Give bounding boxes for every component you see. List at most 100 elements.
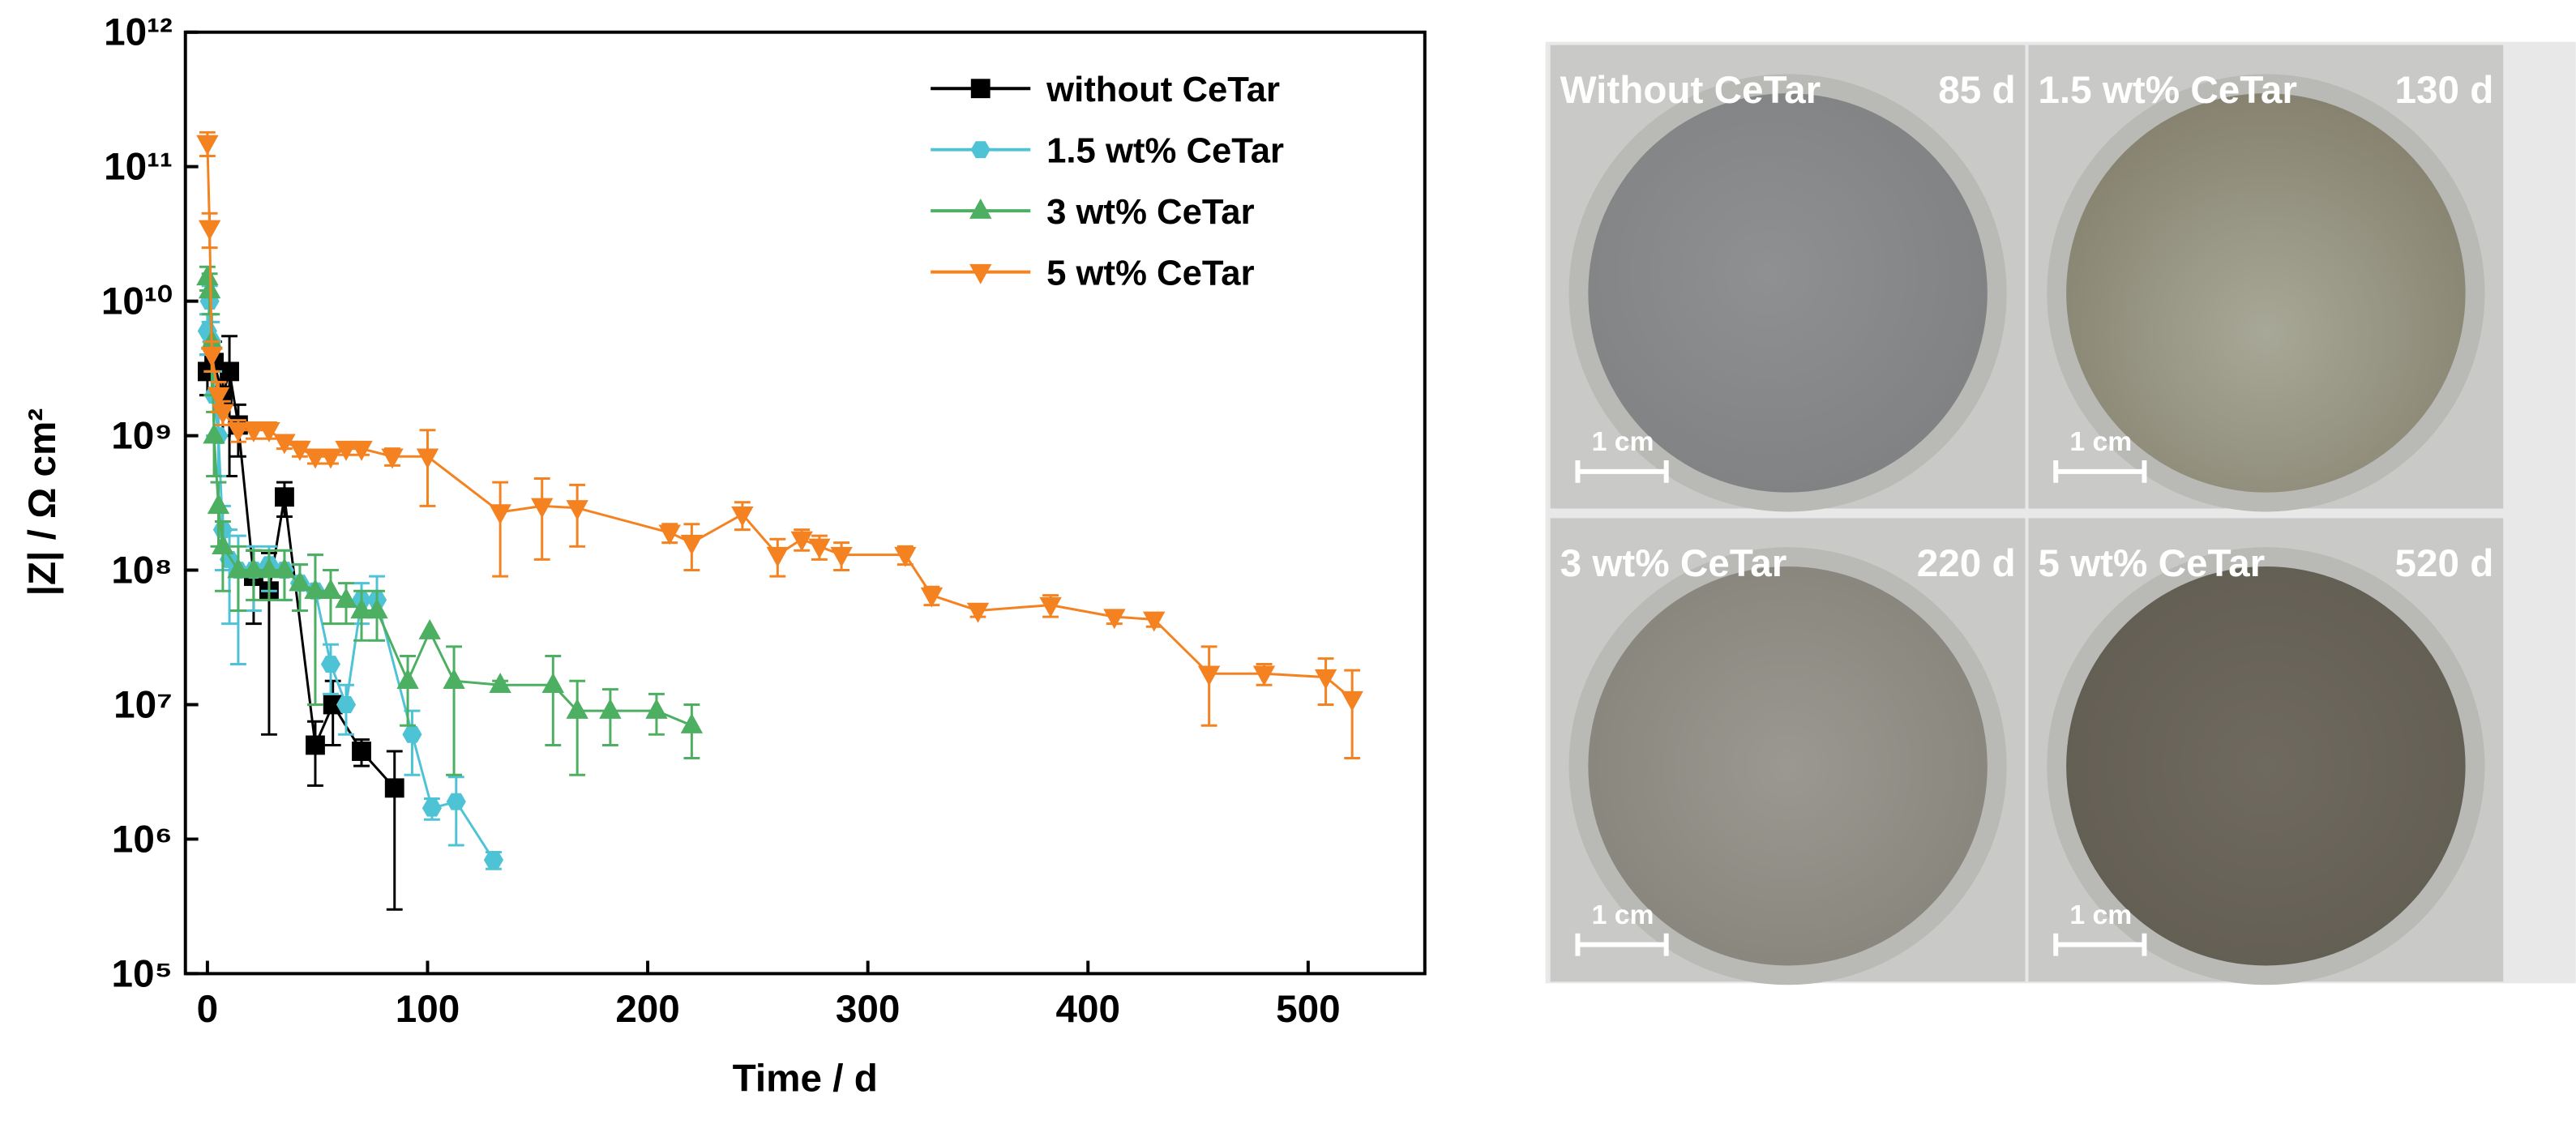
marker: [541, 673, 564, 693]
marker: [1341, 690, 1363, 712]
error-bar: [1344, 669, 1361, 760]
legend-label: 3 wt% CeTar: [1046, 192, 1254, 232]
sample-coating: [1588, 566, 1988, 966]
marker: [304, 579, 327, 599]
y-tick-label: 10⁷: [113, 683, 173, 726]
error-bar: [545, 654, 562, 746]
marker: [196, 265, 219, 286]
marker: [352, 742, 371, 761]
marker: [335, 588, 357, 609]
photo-label: 5 wt% CeTar: [2038, 542, 2265, 585]
marker: [1252, 665, 1276, 686]
marker: [320, 656, 341, 673]
marker: [1314, 669, 1337, 690]
x-tick-label: 400: [1056, 988, 1120, 1031]
marker: [680, 534, 704, 555]
scale-bar: [1575, 460, 1669, 483]
marker: [335, 440, 357, 461]
marker: [658, 524, 681, 545]
x-axis-label: Time / d: [733, 1057, 878, 1100]
legend: without CeTar 1.5 wt% CeTar 3 wt% CeTar 5 w…: [931, 70, 1284, 293]
marker: [443, 669, 465, 690]
x-tick-label: 0: [197, 988, 219, 1031]
y-tick-label: 10⁸: [111, 549, 173, 592]
sample-coating: [2066, 566, 2466, 966]
marker: [421, 799, 442, 817]
x-tick-label: 100: [396, 988, 460, 1031]
sample-coating: [1588, 93, 1988, 493]
scale-bar: [2053, 460, 2147, 483]
photo-label: Without CeTar: [1560, 69, 1821, 112]
marker: [275, 487, 294, 507]
marker: [350, 440, 373, 461]
marker: [220, 361, 239, 382]
sample-coating: [2066, 93, 2466, 493]
marker: [207, 494, 230, 515]
error-bar: [307, 554, 323, 706]
marker: [306, 735, 325, 755]
marker: [1039, 596, 1062, 618]
legend-label: 5 wt% CeTar: [1046, 253, 1254, 293]
marker: [402, 725, 422, 743]
marker: [531, 498, 554, 519]
marker: [1143, 611, 1166, 632]
scale-label: 1 cm: [1592, 900, 1654, 930]
marker: [489, 504, 511, 525]
marker: [969, 263, 992, 284]
marker: [970, 79, 991, 99]
marker: [680, 713, 704, 733]
error-bar: [214, 520, 231, 592]
marker: [289, 440, 311, 461]
scale-bar: [2053, 933, 2147, 956]
marker: [212, 404, 234, 425]
marker: [566, 698, 588, 719]
error-bar: [400, 654, 416, 727]
marker: [396, 669, 419, 690]
x-tick-label: 500: [1276, 988, 1341, 1031]
photo-days: 85 d: [1938, 69, 2015, 112]
y-tick-label: 10¹²: [104, 11, 173, 54]
marker: [1103, 609, 1126, 630]
marker: [645, 698, 668, 719]
y-tick-label: 10¹¹: [104, 146, 173, 189]
y-tick-label: 10¹⁰: [101, 280, 173, 323]
marker: [198, 220, 221, 241]
marker: [489, 673, 511, 693]
marker: [350, 598, 373, 619]
marker: [416, 448, 439, 469]
marker: [319, 579, 342, 599]
marker: [808, 538, 831, 559]
x-tick-label: 300: [836, 988, 900, 1031]
marker: [258, 558, 280, 579]
marker: [446, 793, 466, 810]
photo-panel: Without CeTar 85 d 1 cm 1.5 wt% CeTar 130 d 1…: [1545, 41, 2576, 985]
legend-label: 1.5 wt% CeTar: [1046, 131, 1284, 171]
marker: [894, 546, 917, 567]
marker: [242, 421, 265, 442]
marker: [920, 587, 944, 608]
marker: [970, 141, 991, 159]
marker: [969, 198, 992, 219]
marker: [731, 506, 754, 527]
legend-label: without CeTar: [1046, 70, 1280, 109]
marker: [258, 421, 280, 442]
error-bar: [447, 776, 464, 847]
marker: [336, 696, 357, 713]
marker: [304, 448, 327, 469]
marker: [242, 558, 265, 579]
scale-label: 1 cm: [1592, 426, 1654, 457]
marker: [212, 534, 234, 555]
error-bar: [446, 645, 463, 776]
marker: [830, 546, 853, 567]
marker: [196, 135, 219, 156]
error-bar: [386, 750, 403, 911]
photo-label: 3 wt% CeTar: [1560, 542, 1787, 585]
error-bar: [569, 679, 586, 776]
marker: [319, 448, 342, 469]
y-tick-label: 10⁵: [111, 952, 172, 995]
marker: [483, 851, 504, 869]
series: [196, 265, 704, 776]
marker: [418, 619, 441, 639]
marker: [273, 434, 296, 455]
